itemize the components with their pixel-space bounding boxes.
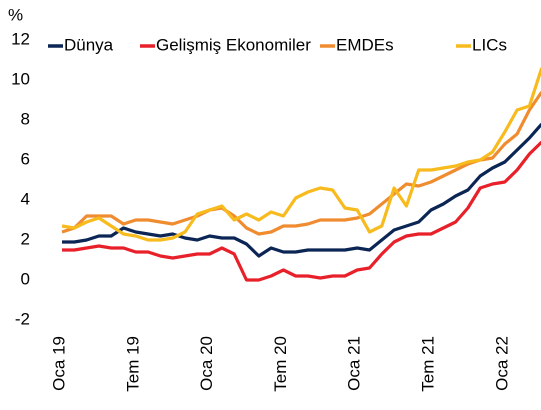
y-tick-label: 10 xyxy=(11,69,30,88)
legend-label: Dünya xyxy=(64,35,114,54)
y-tick-label: 12 xyxy=(11,29,30,48)
x-tick-label: Tem 21 xyxy=(418,336,437,392)
legend-label: LICs xyxy=(472,35,507,54)
x-tick-label: Tem 19 xyxy=(123,336,142,392)
legend-label: EMDEs xyxy=(336,35,394,54)
legend-label: Gelişmiş Ekonomiler xyxy=(156,35,311,54)
y-tick-label: 8 xyxy=(21,109,30,128)
series-line xyxy=(61,67,541,242)
series-line xyxy=(62,122,541,258)
y-unit: % xyxy=(8,5,23,24)
y-tick-label: 0 xyxy=(21,269,30,288)
x-tick-label: Oca 19 xyxy=(49,336,68,391)
x-tick-label: Oca 22 xyxy=(492,336,511,391)
series-line xyxy=(62,140,541,282)
y-tick-label: 4 xyxy=(21,189,30,208)
y-tick-label: -2 xyxy=(15,309,30,328)
y-tick-label: 2 xyxy=(21,229,30,248)
x-tick-label: Tem 20 xyxy=(271,336,290,392)
x-tick-label: Oca 20 xyxy=(197,336,216,391)
y-tick-label: 6 xyxy=(21,149,30,168)
x-tick-label: Oca 21 xyxy=(345,336,364,391)
series-line xyxy=(61,91,541,236)
